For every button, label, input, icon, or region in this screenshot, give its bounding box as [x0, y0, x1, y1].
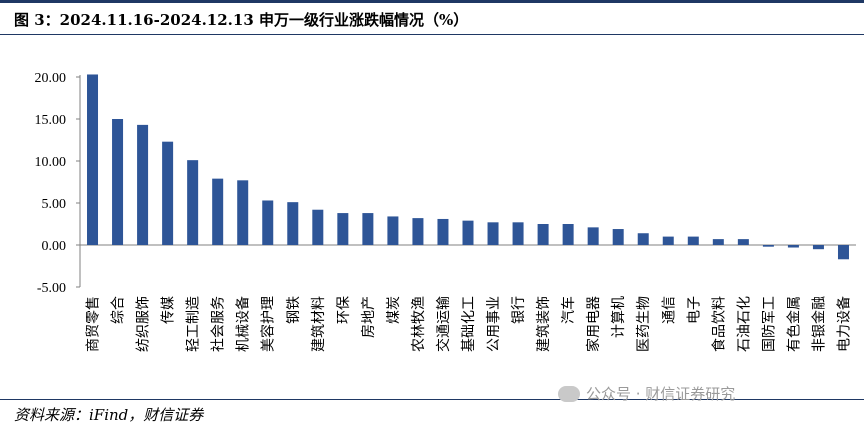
y-tick-label: 10.00: [35, 155, 67, 170]
x-tick-label: 交通运输: [435, 296, 452, 352]
source-note: 资料来源：iFind，财信证券: [14, 406, 204, 424]
bar: [587, 227, 599, 245]
x-tick-label: 非银金融: [811, 296, 827, 352]
bar: [837, 245, 849, 260]
x-tick-label: 基础化工: [460, 296, 477, 352]
x-tick-label: 传媒: [161, 296, 177, 324]
bar: [487, 222, 499, 245]
title-rule: [0, 34, 864, 35]
bar: [237, 180, 249, 245]
x-tick-label: 房地产: [361, 296, 377, 338]
y-tick-label: -5.00: [37, 281, 66, 296]
bar-chart: 20.00 15.00 10.00 5.00 0.00 -5.00 商贸零售 综合 纺织服饰传…: [35, 71, 856, 352]
bar: [712, 239, 724, 245]
x-tick-label: 商贸零售: [86, 296, 102, 352]
bar: [162, 141, 174, 245]
x-tick-label: 医药生物: [636, 296, 652, 352]
x-tick-label: 建筑材料: [311, 296, 327, 352]
x-tick-label: 轻工制造: [186, 296, 202, 352]
y-tick-label: 5.00: [42, 197, 67, 212]
x-tick-label: 电力设备: [835, 296, 852, 352]
bar: [337, 213, 349, 245]
bar: [212, 178, 224, 245]
bar: [387, 216, 399, 245]
bar: [412, 218, 424, 245]
x-tick-label: 电子: [686, 296, 702, 324]
wechat-logo-icon: [558, 385, 580, 402]
x-tick-label: 钢铁: [286, 296, 302, 324]
bar: [687, 236, 699, 245]
x-tick-label: 煤炭: [386, 296, 402, 324]
y-tick-label: 0.00: [42, 239, 67, 254]
x-tick-label: 美容护理: [260, 296, 277, 352]
x-tick-label: 建筑装饰: [536, 296, 552, 352]
x-tick-label: 有色金属: [785, 296, 802, 352]
x-tick-label: 食品饮料: [710, 296, 727, 352]
bar: [662, 236, 674, 245]
bar: [262, 200, 274, 245]
bar: [637, 233, 649, 245]
x-tick-label: 银行: [511, 296, 527, 324]
x-tick-label: 计算机: [611, 296, 627, 338]
x-tick-label: 家用电器: [585, 296, 602, 352]
bar: [537, 224, 549, 245]
footer-rule: [0, 399, 864, 400]
bar: [612, 229, 624, 245]
bar: [187, 160, 199, 245]
y-tick-label: 20.00: [35, 71, 67, 86]
bar: [512, 222, 524, 245]
bar: [562, 224, 574, 245]
x-tick-label: 通信: [661, 296, 677, 324]
x-tick-label: 公用事业: [486, 296, 502, 352]
title-bar: 图 3：2024.11.16-2024.12.13 申万一级行业涨跌幅情况（%）: [0, 0, 864, 35]
watermark-text: 公众号 · 财信证券研究: [586, 385, 736, 403]
bar: [812, 245, 824, 250]
bar: [137, 124, 149, 245]
bar: [787, 245, 799, 248]
x-tick-label: 石油石化: [736, 296, 752, 352]
x-tick-label: 环保: [336, 296, 352, 324]
x-tick-label: 纺织服饰: [136, 296, 152, 352]
bar: [362, 213, 374, 245]
bars: [87, 74, 849, 260]
watermark: 公众号 · 财信证券研究: [558, 383, 735, 404]
y-axis: 20.00 15.00 10.00 5.00 0.00 -5.00: [35, 71, 856, 296]
x-tick-label: 农林牧渔: [411, 296, 427, 352]
bar: [112, 119, 124, 245]
y-tick-label: 15.00: [35, 113, 67, 128]
bar: [287, 202, 299, 245]
x-tick-label: 机械设备: [235, 296, 252, 352]
x-tick-label: 综合: [111, 296, 127, 324]
bar: [312, 209, 324, 245]
x-tick-label: 国防军工: [761, 296, 777, 352]
bar: [462, 220, 474, 245]
x-tick-label: 社会服务: [211, 296, 227, 352]
bar: [437, 218, 449, 245]
figure-title: 图 3：2024.11.16-2024.12.13 申万一级行业涨跌幅情况（%）: [14, 11, 469, 29]
x-axis-labels: 商贸零售 综合 纺织服饰 传媒 轻工制造 社会服务 机械设备 美容护理 钢铁 建筑材料 环保 房地产煤…: [86, 296, 853, 352]
bar: [87, 74, 99, 245]
bar: [762, 245, 774, 247]
bar: [737, 239, 749, 245]
x-tick-label: 汽车: [560, 296, 577, 324]
